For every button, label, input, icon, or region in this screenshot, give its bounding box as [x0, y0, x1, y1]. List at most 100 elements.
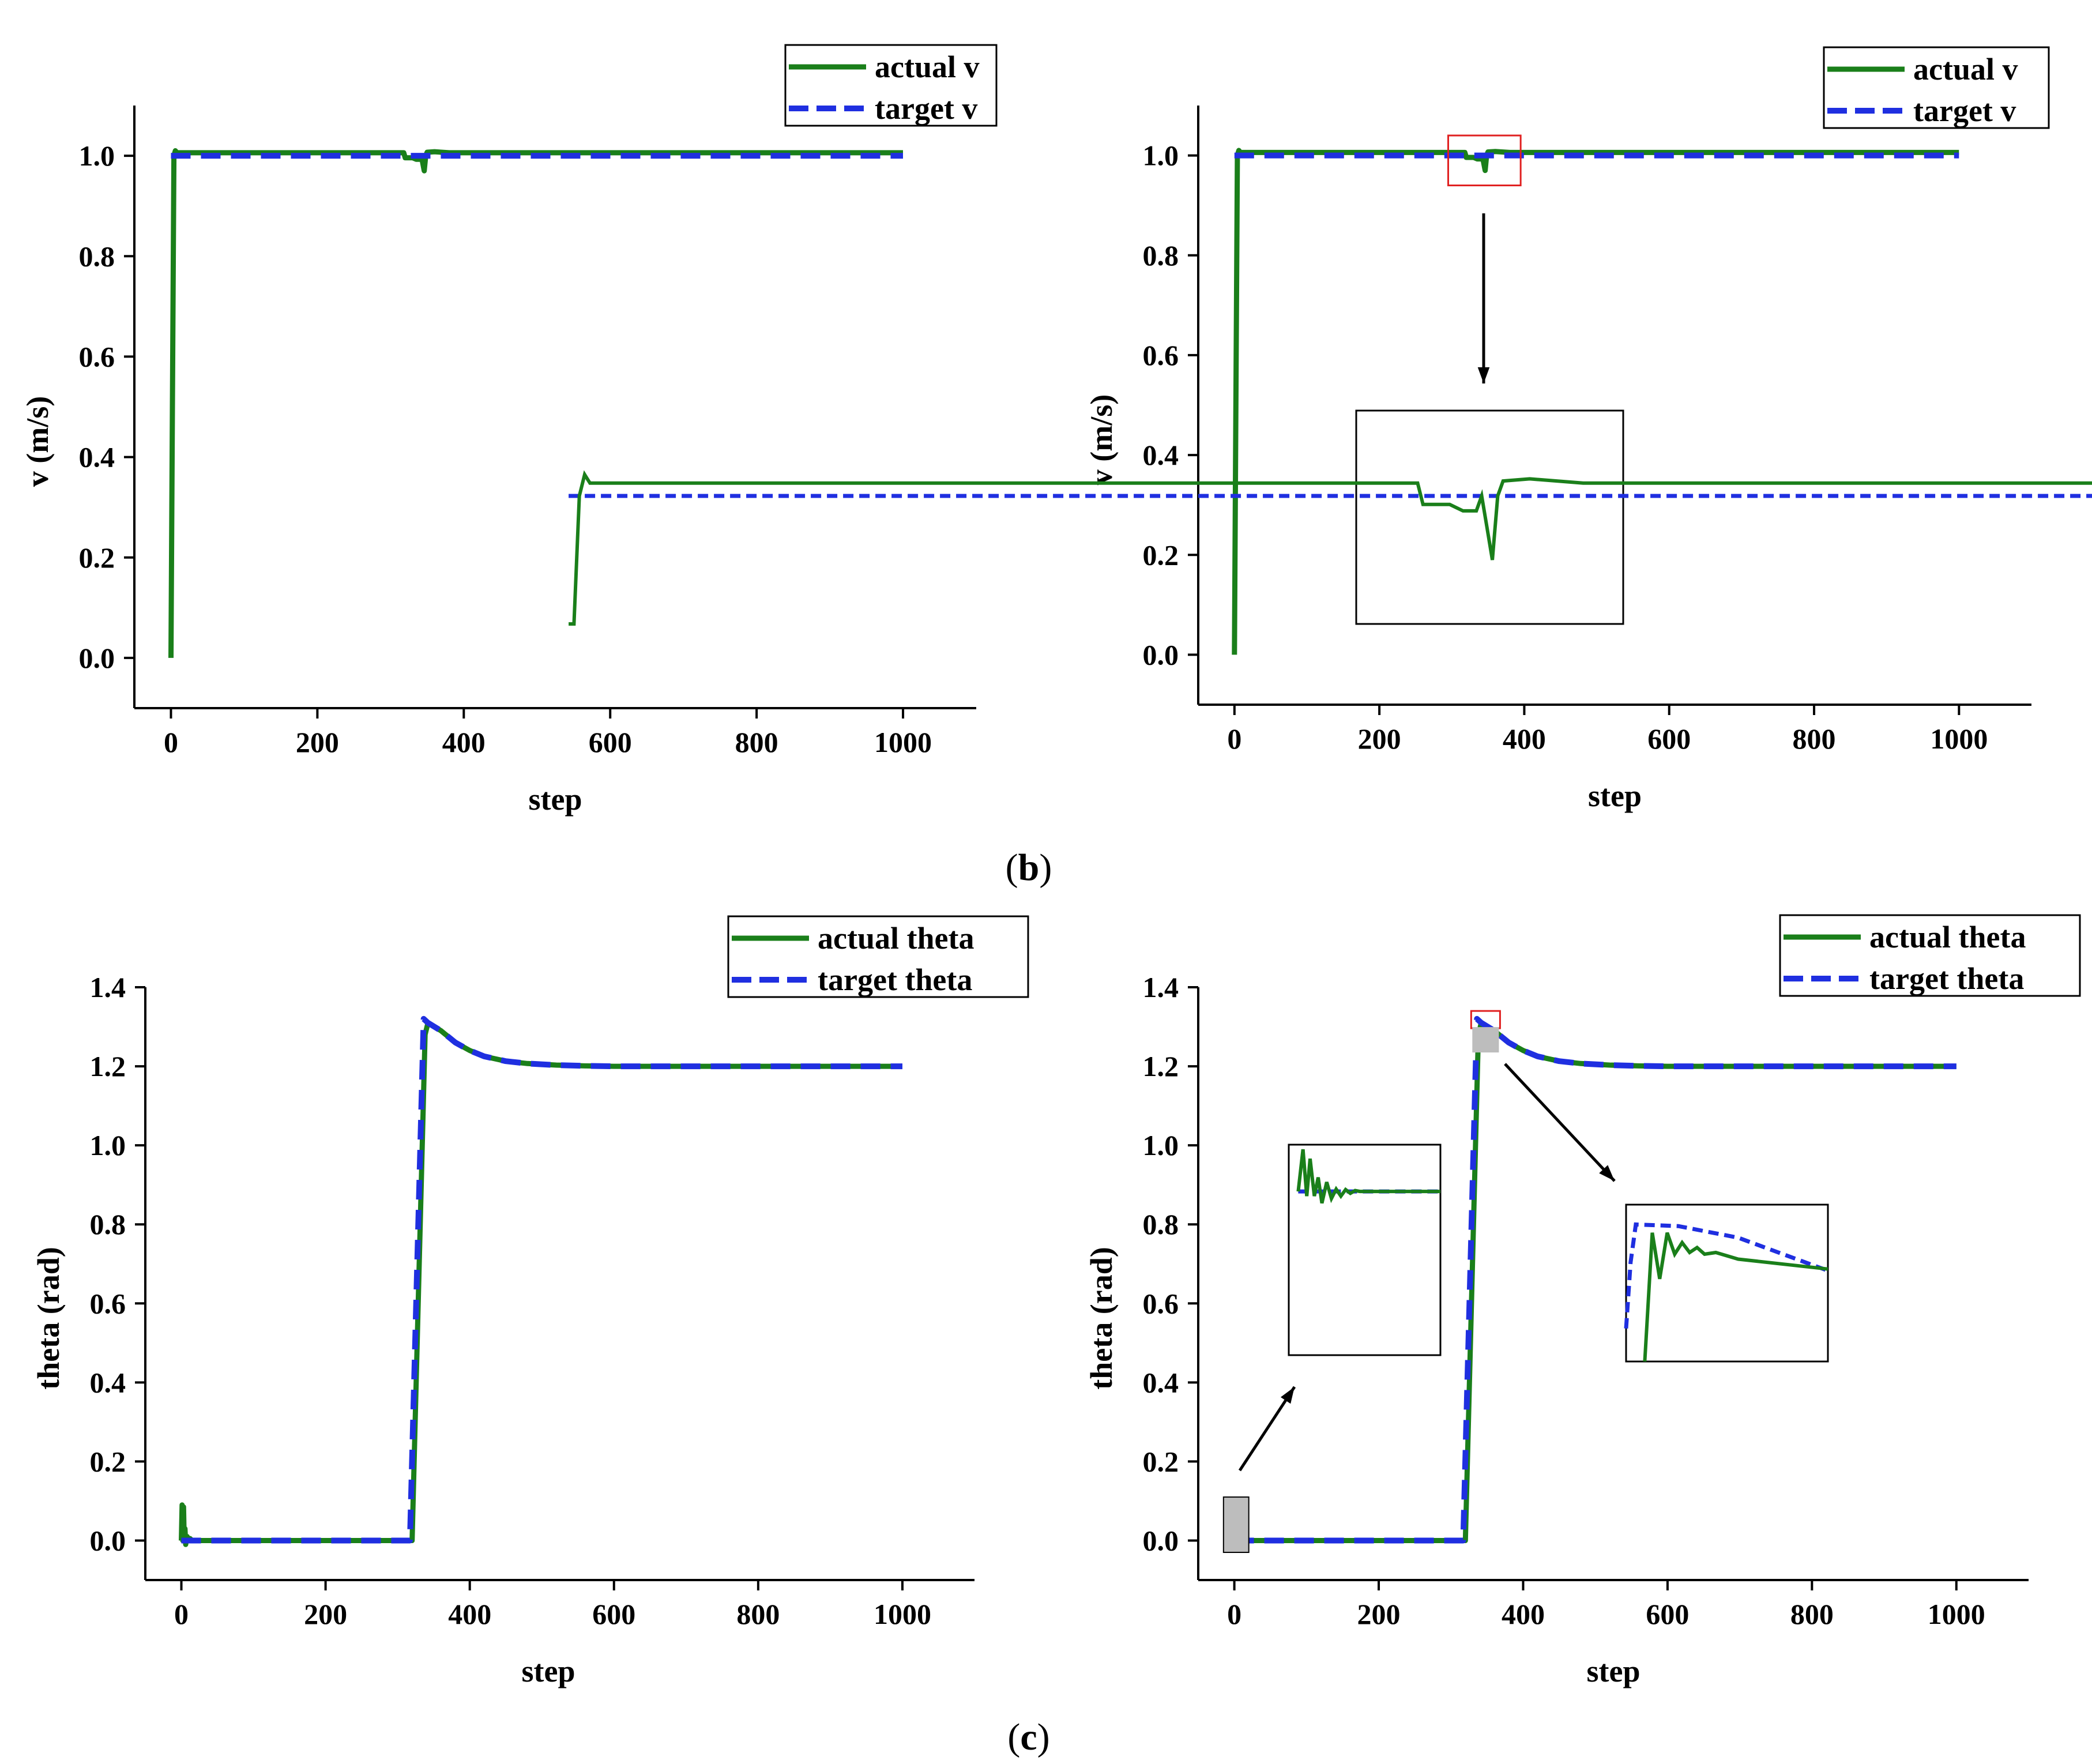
y-tick-label: 0.8 [79, 240, 115, 272]
arrow-head [1477, 367, 1490, 383]
y-tick-label: 1.4 [1143, 971, 1179, 1003]
x-tick-label: 200 [1357, 1598, 1401, 1630]
x-axis-label: step [1587, 1654, 1641, 1688]
y-tick-label: 0.2 [79, 541, 115, 574]
y-tick-label: 0.8 [1143, 1208, 1179, 1240]
inset-actual-line [569, 470, 2092, 626]
x-tick-label: 1000 [1928, 1598, 1985, 1630]
zoom-arrow [1238, 1386, 1296, 1472]
chart-theta-left: 0 200 400 600 800 1000 0.0 0.2 0.4 0.6 0.8 1.0 1.2 1.… [31, 915, 1029, 1688]
x-tick-label: 600 [1647, 723, 1691, 755]
zoom-source-box [1447, 134, 1522, 187]
y-axis-label: v (m/s) [20, 396, 55, 487]
inset-target-line [1624, 1222, 1829, 1329]
legend-box [1823, 46, 2050, 129]
arrow-shaft [1238, 1386, 1296, 1472]
x-tick-label: 200 [1358, 723, 1401, 755]
y-tick-label: 0.0 [1143, 1524, 1179, 1556]
y-tick-label: 0.0 [90, 1524, 126, 1556]
chart-v-right: 0 200 400 600 800 1000 0.0 0.2 0.4 0.6 0.8 1.0 step v… [1084, 46, 2050, 813]
y-axis-label: v (m/s) [1084, 394, 1119, 485]
y-tick-label: 0.4 [1143, 439, 1179, 471]
x-tick-label: 200 [304, 1598, 347, 1630]
y-tick-label: 0.4 [79, 441, 115, 473]
y-tick-label: 0.2 [1143, 539, 1179, 571]
y-tick-label: 1.0 [90, 1129, 126, 1161]
series-line-actual-v [168, 148, 903, 658]
y-axis-label: theta (rad) [1084, 1247, 1119, 1389]
y-tick-label: 0.6 [1143, 1287, 1179, 1319]
y-tick-label: 1.2 [90, 1050, 126, 1082]
y-tick-label: 0.0 [1143, 638, 1179, 671]
arrow-shaft [1504, 1063, 1616, 1182]
x-axis-label: step [1588, 778, 1642, 813]
y-tick-label: 0.6 [79, 340, 115, 373]
x-tick-label: 400 [1502, 1598, 1545, 1630]
x-tick-label: 400 [448, 1598, 491, 1630]
series-line-target-theta [181, 1015, 902, 1544]
y-tick-label: 0.8 [90, 1208, 126, 1240]
caption-c: (c) [1007, 1716, 1049, 1758]
y-tick-label: 1.0 [1143, 1129, 1179, 1161]
y-tick-label: 1.0 [79, 140, 115, 172]
y-tick-label: 0.8 [1143, 239, 1179, 272]
y-tick-label: 1.0 [1143, 140, 1179, 172]
legend: actual v target v [1823, 46, 2050, 129]
y-tick-label: 0.6 [1143, 339, 1179, 371]
inset-actual-line [1296, 1149, 1440, 1204]
x-tick-label: 400 [442, 726, 486, 758]
chart-theta-right: 0 200 400 600 800 1000 0.0 0.2 0.4 0.6 0.8 1.0 1.2 1.… [1084, 914, 2081, 1688]
zoom-arrow [1504, 1063, 1616, 1182]
x-tick-label: 1000 [874, 1598, 931, 1630]
y-tick-label: 1.2 [1143, 1050, 1179, 1082]
series-line-actual-theta [179, 1020, 902, 1547]
y-tick-label: 0.2 [1143, 1445, 1179, 1477]
y-tick-label: 1.4 [90, 971, 126, 1003]
x-tick-label: 400 [1503, 723, 1546, 755]
y-tick-label: 0.6 [90, 1287, 126, 1319]
x-axis-label: step [529, 782, 582, 817]
charts-layer: 0 200 400 600 800 1000 0.0 0.2 0.4 0.6 0.8 1.0 step v… [20, 44, 2081, 1688]
legend-label: actual theta [1869, 920, 2026, 954]
caption-b: (b) [1006, 847, 1052, 889]
x-tick-label: 800 [1790, 1598, 1834, 1630]
legend: actual v target v [784, 44, 998, 127]
legend-box [1779, 914, 2081, 997]
legend: actual theta target theta [727, 915, 1029, 998]
legend-box [727, 915, 1029, 998]
legend: actual theta target theta [1779, 914, 2081, 997]
x-tick-label: 600 [592, 1598, 635, 1630]
x-tick-label: 0 [164, 726, 178, 758]
arrow-head [1599, 1165, 1615, 1181]
inset-theta-peak-zoom [1470, 1010, 1829, 1363]
x-tick-label: 0 [1227, 723, 1241, 755]
series-line-actual-v [1232, 148, 1959, 655]
x-tick-label: 800 [735, 726, 778, 758]
zoom-arrow [1477, 213, 1490, 383]
x-tick-label: 200 [296, 726, 339, 758]
x-tick-label: 600 [589, 726, 632, 758]
legend-label: target v [875, 91, 977, 126]
x-tick-label: 800 [736, 1598, 780, 1630]
inset-theta-start-zoom [1222, 1144, 1442, 1554]
arrow-head [1280, 1387, 1295, 1404]
zoom-source-highlight [1472, 1027, 1499, 1053]
series-line-target-theta [1234, 1015, 1956, 1544]
x-tick-label: 0 [174, 1598, 189, 1630]
legend-label: target v [1913, 93, 2016, 128]
chart-v-left: 0 200 400 600 800 1000 0.0 0.2 0.4 0.6 0.8 1.0 step v… [20, 44, 998, 817]
legend-label: actual theta [818, 921, 974, 956]
legend-label: target theta [818, 962, 972, 997]
y-tick-label: 0.4 [90, 1366, 126, 1398]
inset-v-zoom [569, 134, 2092, 626]
y-tick-label: 0.4 [1143, 1366, 1179, 1398]
inset-frame [1625, 1203, 1829, 1363]
x-tick-label: 0 [1227, 1598, 1241, 1630]
x-tick-label: 800 [1793, 723, 1836, 755]
inset-actual-line [1643, 1232, 1828, 1362]
inset-frame [1355, 409, 1624, 625]
legend-box [784, 44, 998, 127]
legend-label: target theta [1869, 961, 2024, 996]
x-tick-label: 600 [1646, 1598, 1689, 1630]
